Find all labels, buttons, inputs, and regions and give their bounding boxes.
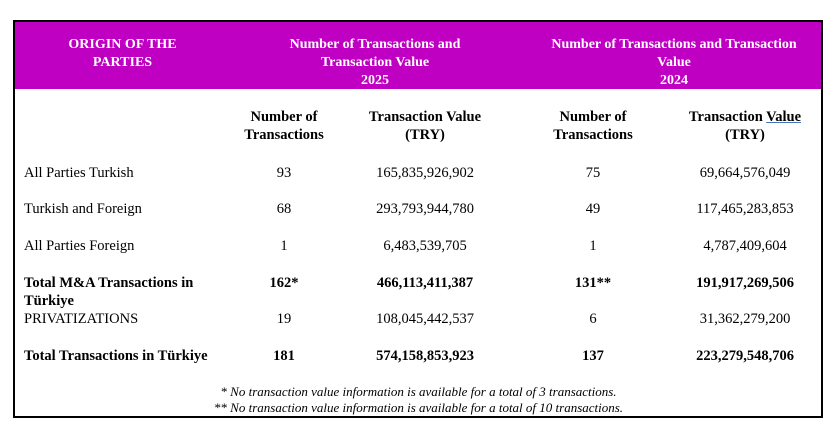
cell-label: Total Transactions in Türkiye [24, 348, 208, 364]
subheader-val-2024-c: (TRY) [725, 127, 765, 143]
cell-n2024: 1 [589, 238, 597, 254]
footnote-2: ** No transaction value information is a… [213, 400, 624, 415]
cell-n2025: 19 [276, 311, 292, 327]
cell-label: All Parties Foreign [24, 238, 135, 254]
table-header-band [15, 22, 821, 89]
cell-v2025: 574,158,853,923 [376, 348, 474, 364]
cell-v2024: 4,787,409,604 [703, 238, 787, 254]
header-2024-line1: Number of Transactions and Transaction [551, 37, 797, 52]
header-2024-year: 2024 [660, 73, 688, 88]
cell-v2025: 293,793,944,780 [376, 201, 474, 217]
cell-v2025: 466,113,411,387 [376, 275, 474, 291]
subheader-val-2024: Transaction Value (TRY) [670, 108, 820, 144]
cell-label: All Parties Turkish [24, 165, 134, 181]
subheader-val-2024-b: Value [766, 109, 802, 125]
cell-n2025: 93 [276, 165, 292, 181]
subheader-num-2024: Number of Transactions [553, 109, 633, 143]
cell-label: Turkish and Foreign [24, 201, 142, 217]
cell-n2024: 131** [574, 275, 612, 291]
cell-v2024: 31,362,279,200 [699, 311, 791, 327]
table-frame [13, 20, 823, 418]
cell-label: Total M&A Transactions in Türkiye [24, 275, 194, 309]
cell-n2024: 6 [589, 311, 597, 327]
header-2024-line2: Value [657, 55, 691, 70]
subheader-val-2024-a: Transaction [688, 109, 767, 125]
cell-v2025: 165,835,926,902 [376, 165, 474, 181]
cell-n2024: 49 [585, 201, 601, 217]
cell-v2024: 117,465,283,853 [696, 201, 794, 217]
cell-label: PRIVATIZATIONS [24, 311, 139, 327]
header-2025-line2: Transaction Value [320, 55, 430, 70]
cell-n2024: 75 [585, 165, 601, 181]
cell-v2025: 108,045,442,537 [376, 311, 474, 327]
cell-n2025: 68 [276, 201, 292, 217]
header-2025-line1: Number of Transactions and [289, 37, 461, 52]
subheader-val-2025: Transaction Value (TRY) [368, 109, 482, 143]
cell-v2025: 6,483,539,705 [383, 238, 467, 254]
cell-n2025: 1 [280, 238, 288, 254]
header-2024: Number of Transactions and Transaction V… [520, 36, 828, 90]
cell-n2025: 181 [273, 348, 295, 364]
cell-v2024: 223,279,548,706 [696, 348, 794, 364]
footnote-1: * No transaction value information is av… [220, 384, 617, 399]
subheader-num-2025: Number of Transactions [244, 109, 324, 143]
header-origin: ORIGIN OF THE PARTIES [68, 37, 177, 70]
cell-v2024: 69,664,576,049 [699, 165, 791, 181]
header-2025: Number of Transactions and Transaction V… [255, 36, 495, 90]
cell-n2024: 137 [582, 348, 604, 364]
cell-v2024: 191,917,269,506 [696, 275, 794, 291]
header-2025-year: 2025 [361, 73, 389, 88]
cell-n2025: 162* [269, 275, 299, 291]
